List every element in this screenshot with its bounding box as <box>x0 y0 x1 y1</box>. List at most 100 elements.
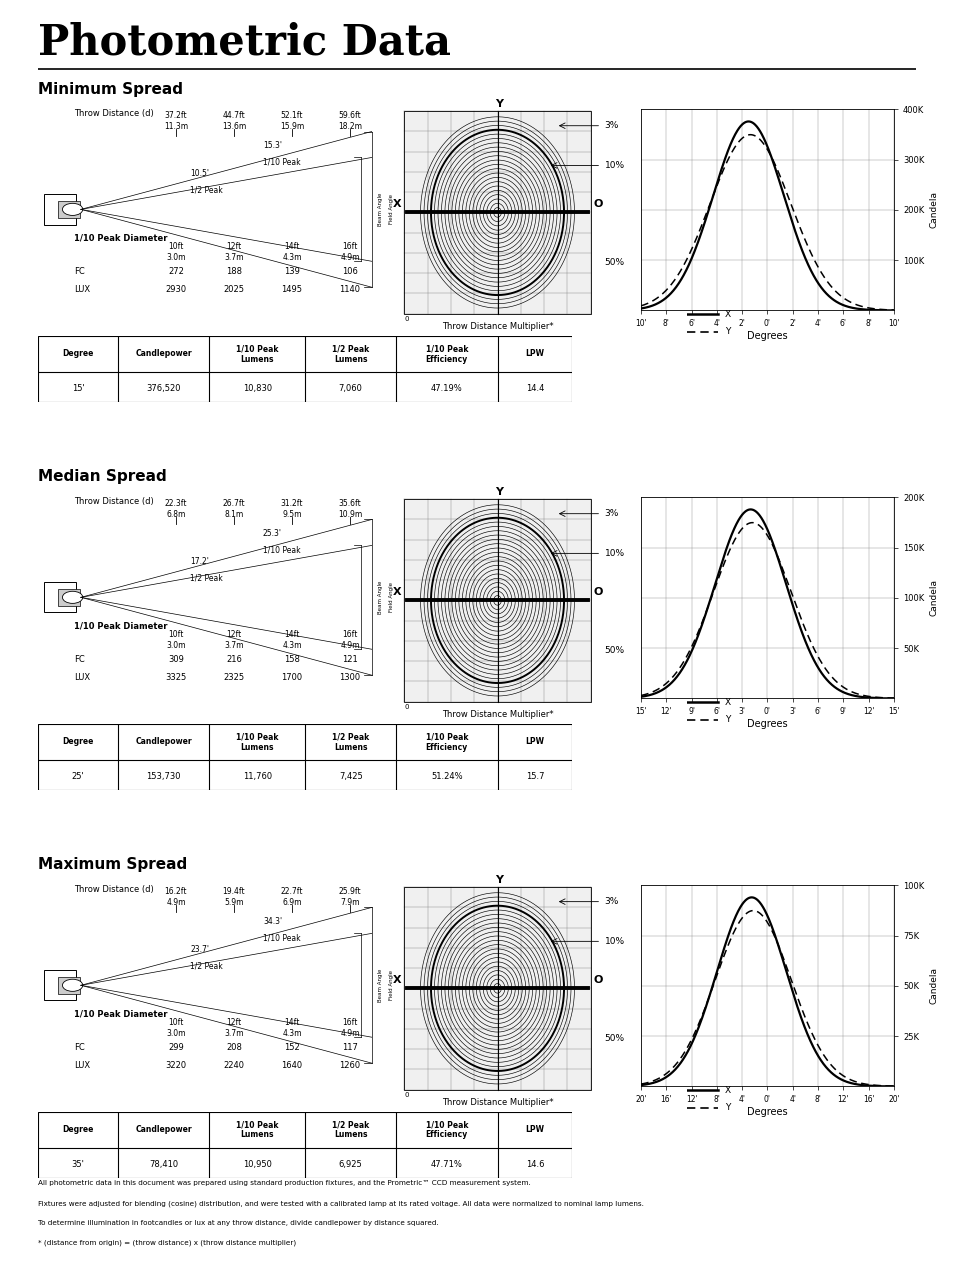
Text: 26.7ft: 26.7ft <box>222 499 245 508</box>
X-axis label: Degrees: Degrees <box>746 331 787 341</box>
Text: 6,925: 6,925 <box>338 1160 362 1169</box>
Text: 2025: 2025 <box>223 285 244 294</box>
Circle shape <box>62 979 83 991</box>
Text: 188: 188 <box>226 267 242 276</box>
Text: All photometric data in this document was prepared using standard production fix: All photometric data in this document wa… <box>38 1180 531 1187</box>
Text: Median Spread: Median Spread <box>38 469 167 485</box>
Text: 117: 117 <box>341 1043 357 1052</box>
Text: 1640: 1640 <box>281 1061 302 1070</box>
Text: 4.9m: 4.9m <box>166 898 186 907</box>
Text: 0: 0 <box>404 705 409 710</box>
Text: 1/2 Peak: 1/2 Peak <box>191 574 223 583</box>
Text: 25.9ft: 25.9ft <box>338 887 361 895</box>
Text: 22.3ft: 22.3ft <box>165 499 187 508</box>
Text: * (distance from origin) = (throw distance) x (throw distance multiplier): * (distance from origin) = (throw distan… <box>38 1240 296 1247</box>
Text: 14ft: 14ft <box>284 1018 299 1027</box>
Bar <box>44 971 76 1000</box>
Text: 47.71%: 47.71% <box>431 1160 462 1169</box>
Text: 216: 216 <box>226 655 242 664</box>
Text: 16ft: 16ft <box>342 630 357 639</box>
Text: 1/10 Peak
Efficiency: 1/10 Peak Efficiency <box>425 733 468 752</box>
Text: 7.9m: 7.9m <box>340 898 359 907</box>
Bar <box>58 977 80 993</box>
Text: 1/10 Peak: 1/10 Peak <box>263 934 300 943</box>
Text: Candlepower: Candlepower <box>135 350 192 359</box>
Text: 25': 25' <box>71 772 85 781</box>
Text: 139: 139 <box>284 267 299 276</box>
Text: Candela: Candela <box>928 191 938 229</box>
Text: 52.1ft: 52.1ft <box>280 111 303 120</box>
Text: 3%: 3% <box>604 121 618 130</box>
Text: 4.9m: 4.9m <box>340 1029 359 1038</box>
Text: 3.7m: 3.7m <box>224 1029 243 1038</box>
Text: 7,425: 7,425 <box>338 772 362 781</box>
Text: Throw Distance (d): Throw Distance (d) <box>74 109 154 118</box>
Text: 16ft: 16ft <box>342 242 357 251</box>
Text: Degree: Degree <box>63 738 93 747</box>
Text: 15': 15' <box>71 384 85 393</box>
Text: 1/2 Peak
Lumens: 1/2 Peak Lumens <box>332 733 369 752</box>
Text: Photometric Data: Photometric Data <box>38 22 451 64</box>
Text: 12ft: 12ft <box>226 242 241 251</box>
Text: LUX: LUX <box>74 673 91 682</box>
Text: 1300: 1300 <box>339 673 360 682</box>
Text: 208: 208 <box>226 1043 242 1052</box>
Text: Field Angle: Field Angle <box>389 583 394 612</box>
Text: Beam Angle: Beam Angle <box>377 192 383 226</box>
Text: Throw Distance (d): Throw Distance (d) <box>74 497 154 506</box>
Text: 37.2ft: 37.2ft <box>165 111 187 120</box>
Text: 3.0m: 3.0m <box>166 253 186 262</box>
Text: 10ft: 10ft <box>168 242 183 251</box>
Text: 1140: 1140 <box>339 285 360 294</box>
Text: 25.3': 25.3' <box>263 529 282 538</box>
Text: 14.6: 14.6 <box>525 1160 543 1169</box>
Text: 153,730: 153,730 <box>147 772 181 781</box>
Text: Y: Y <box>724 1103 729 1113</box>
Text: 17.2': 17.2' <box>191 557 209 566</box>
Text: 1/10 Peak Diameter: 1/10 Peak Diameter <box>74 1009 168 1018</box>
Text: 121: 121 <box>342 655 357 664</box>
Text: 16.2ft: 16.2ft <box>165 887 187 895</box>
Text: 59.6ft: 59.6ft <box>338 111 361 120</box>
Text: 31.2ft: 31.2ft <box>280 499 303 508</box>
Text: 272: 272 <box>168 267 184 276</box>
Text: 10,830: 10,830 <box>242 384 272 393</box>
Text: 8.1m: 8.1m <box>224 510 243 519</box>
Text: 9.5m: 9.5m <box>282 510 301 519</box>
Text: O: O <box>593 976 602 985</box>
Text: 4.3m: 4.3m <box>282 253 301 262</box>
Text: 3325: 3325 <box>165 673 187 682</box>
Text: 4.9m: 4.9m <box>340 253 359 262</box>
Text: Throw Distance Multiplier*: Throw Distance Multiplier* <box>441 1098 553 1107</box>
Text: 1/10 Peak: 1/10 Peak <box>263 546 300 555</box>
Text: Field Angle: Field Angle <box>389 195 394 224</box>
Text: 10ft: 10ft <box>168 1018 183 1027</box>
Text: 3%: 3% <box>604 897 618 906</box>
Bar <box>58 589 80 605</box>
Text: To determine illumination in footcandles or lux at any throw distance, divide ca: To determine illumination in footcandles… <box>38 1220 438 1226</box>
Text: 11.3m: 11.3m <box>164 122 188 131</box>
Text: Throw Distance Multiplier*: Throw Distance Multiplier* <box>441 322 553 331</box>
Text: 16ft: 16ft <box>342 1018 357 1027</box>
Text: Y: Y <box>724 715 729 725</box>
Text: 47.19%: 47.19% <box>431 384 462 393</box>
Text: 158: 158 <box>284 655 299 664</box>
Text: X: X <box>393 976 401 985</box>
Text: 0: 0 <box>404 1093 409 1098</box>
Text: 23.7': 23.7' <box>191 945 210 954</box>
Text: 14.4: 14.4 <box>525 384 543 393</box>
Text: LUX: LUX <box>74 1061 91 1070</box>
Text: O: O <box>593 588 602 597</box>
Bar <box>404 499 590 702</box>
Bar <box>44 583 76 612</box>
Text: 1/2 Peak: 1/2 Peak <box>191 962 223 971</box>
Text: 1/10 Peak
Lumens: 1/10 Peak Lumens <box>235 1121 278 1140</box>
Text: 50%: 50% <box>604 1034 624 1043</box>
Text: 10.5': 10.5' <box>191 169 210 178</box>
Text: 1/2 Peak
Lumens: 1/2 Peak Lumens <box>332 1121 369 1140</box>
Text: 78,410: 78,410 <box>149 1160 178 1169</box>
Text: Y: Y <box>495 99 502 108</box>
Bar <box>404 887 590 1090</box>
Text: 7,060: 7,060 <box>338 384 362 393</box>
Bar <box>404 111 590 314</box>
